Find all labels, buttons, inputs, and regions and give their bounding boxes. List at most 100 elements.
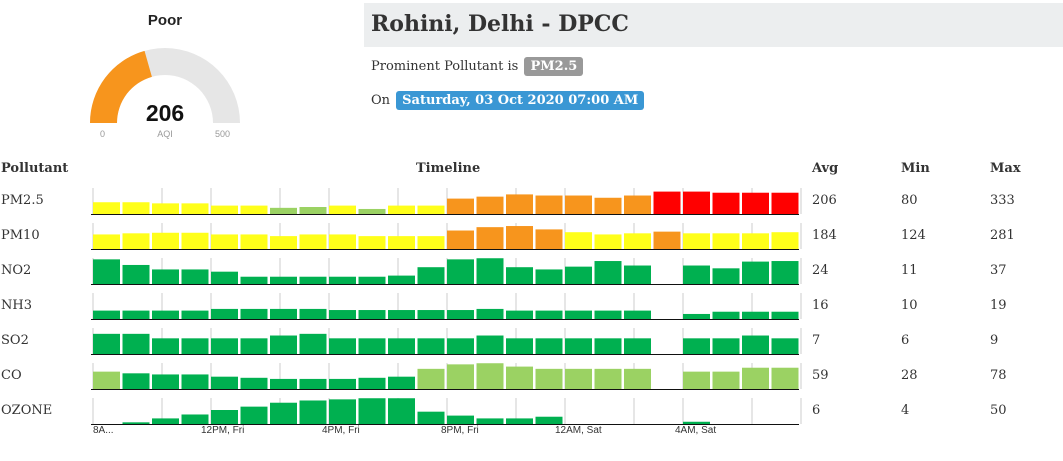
timeline-bar[interactable]: [388, 205, 415, 214]
timeline-bar[interactable]: [358, 398, 386, 424]
timeline-bar[interactable]: [535, 195, 563, 214]
timeline-bar[interactable]: [683, 338, 710, 354]
timeline-bar[interactable]: [771, 311, 799, 319]
timeline-bar[interactable]: [565, 195, 592, 214]
timeline-bar[interactable]: [506, 310, 533, 319]
timeline-bar[interactable]: [594, 261, 622, 284]
timeline-bar[interactable]: [181, 414, 209, 424]
timeline-bar[interactable]: [152, 269, 179, 284]
timeline-bar[interactable]: [122, 422, 150, 424]
timeline-bar[interactable]: [535, 229, 563, 249]
timeline-bar[interactable]: [299, 308, 327, 319]
timeline-bar[interactable]: [417, 411, 445, 424]
timeline-bar[interactable]: [270, 335, 297, 354]
timeline-bar[interactable]: [506, 338, 533, 354]
timeline-bar[interactable]: [476, 258, 504, 284]
timeline-bar[interactable]: [93, 310, 120, 319]
timeline-bar[interactable]: [211, 376, 238, 389]
timeline-bar[interactable]: [299, 276, 327, 284]
timeline-bar[interactable]: [624, 265, 651, 284]
timeline-bar[interactable]: [270, 308, 297, 319]
timeline-bar[interactable]: [388, 398, 415, 424]
timeline-bar[interactable]: [712, 268, 740, 284]
timeline-bar[interactable]: [122, 333, 150, 354]
timeline-bar[interactable]: [506, 267, 533, 284]
timeline-bar[interactable]: [240, 338, 268, 354]
timeline-bar[interactable]: [712, 371, 740, 389]
timeline-bar[interactable]: [152, 338, 179, 354]
timeline-bar[interactable]: [565, 266, 592, 284]
timeline-bar[interactable]: [299, 378, 327, 389]
timeline-bar[interactable]: [624, 338, 651, 354]
timeline-bar[interactable]: [683, 265, 710, 284]
timeline-bar[interactable]: [535, 338, 563, 354]
timeline-bar[interactable]: [742, 367, 769, 389]
timeline-bar[interactable]: [270, 378, 297, 389]
timeline-bar[interactable]: [329, 310, 356, 319]
timeline-bar[interactable]: [211, 271, 238, 284]
timeline-bar[interactable]: [476, 363, 504, 389]
timeline-bar[interactable]: [93, 333, 120, 354]
timeline-bar[interactable]: [93, 259, 120, 284]
timeline-bar[interactable]: [683, 421, 710, 424]
timeline-bar[interactable]: [93, 234, 120, 249]
timeline-bar[interactable]: [388, 236, 415, 249]
timeline-bar[interactable]: [417, 205, 445, 214]
timeline-bar[interactable]: [624, 368, 651, 389]
timeline-bar[interactable]: [240, 234, 268, 249]
timeline-bar[interactable]: [329, 234, 356, 249]
timeline-bar[interactable]: [152, 310, 179, 319]
timeline-bar[interactable]: [181, 310, 209, 319]
timeline-bar[interactable]: [594, 310, 622, 319]
timeline-bar[interactable]: [122, 202, 150, 214]
timeline-bar[interactable]: [535, 269, 563, 284]
timeline-bar[interactable]: [240, 377, 268, 389]
timeline-bar[interactable]: [771, 338, 799, 354]
timeline-bar[interactable]: [181, 374, 209, 389]
timeline-bar[interactable]: [594, 368, 622, 389]
timeline-bar[interactable]: [417, 310, 445, 319]
timeline-bar[interactable]: [506, 418, 533, 424]
timeline-bar[interactable]: [270, 236, 297, 249]
timeline-bar[interactable]: [683, 313, 710, 319]
timeline-bar[interactable]: [181, 338, 209, 354]
timeline-bar[interactable]: [447, 415, 474, 424]
timeline-bar[interactable]: [742, 261, 769, 284]
timeline-bar[interactable]: [683, 233, 710, 249]
timeline-bar[interactable]: [211, 205, 238, 214]
timeline-bar[interactable]: [329, 338, 356, 354]
timeline-bar[interactable]: [270, 402, 297, 424]
timeline-bar[interactable]: [535, 368, 563, 389]
timeline-bar[interactable]: [358, 310, 386, 319]
timeline-bar[interactable]: [565, 338, 592, 354]
timeline-bar[interactable]: [388, 376, 415, 389]
timeline-bar[interactable]: [329, 399, 356, 424]
timeline-bar[interactable]: [476, 418, 504, 424]
timeline-bar[interactable]: [93, 371, 120, 389]
timeline-bar[interactable]: [742, 192, 769, 214]
timeline-bar[interactable]: [358, 338, 386, 354]
timeline-bar[interactable]: [653, 231, 681, 249]
timeline-bar[interactable]: [565, 232, 592, 249]
timeline-bar[interactable]: [506, 194, 533, 214]
timeline-bar[interactable]: [565, 368, 592, 389]
timeline-bar[interactable]: [712, 192, 740, 214]
timeline-bar[interactable]: [447, 310, 474, 319]
timeline-bar[interactable]: [358, 236, 386, 249]
timeline-bar[interactable]: [211, 234, 238, 249]
timeline-bar[interactable]: [506, 226, 533, 249]
timeline-bar[interactable]: [299, 234, 327, 249]
timeline-bar[interactable]: [329, 276, 356, 284]
timeline-bar[interactable]: [624, 233, 651, 249]
timeline-bar[interactable]: [240, 205, 268, 214]
timeline-bar[interactable]: [122, 373, 150, 389]
timeline-bar[interactable]: [653, 191, 681, 214]
timeline-bar[interactable]: [506, 366, 533, 389]
timeline-bar[interactable]: [476, 227, 504, 249]
timeline-bar[interactable]: [388, 338, 415, 354]
timeline-bar[interactable]: [93, 202, 120, 214]
timeline-bar[interactable]: [447, 364, 474, 389]
timeline-bar[interactable]: [535, 310, 563, 319]
timeline-bar[interactable]: [447, 259, 474, 284]
timeline-bar[interactable]: [712, 338, 740, 354]
